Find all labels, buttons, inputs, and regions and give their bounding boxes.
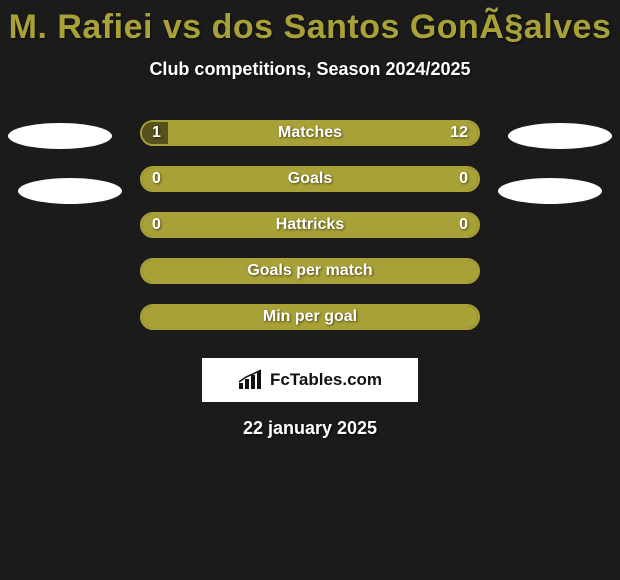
logo-text: FcTables.com <box>270 370 382 390</box>
stat-right-value: 0 <box>449 214 478 236</box>
logo-box: FcTables.com <box>202 358 418 402</box>
date-text: 22 january 2025 <box>0 418 620 439</box>
stat-left-value: 1 <box>142 122 171 144</box>
stat-bar: Min per goal <box>140 304 480 330</box>
stat-bar-right-fill <box>168 122 478 144</box>
stat-row: 112Matches <box>0 110 620 156</box>
stat-bar: Goals per match <box>140 258 480 284</box>
stat-bar-right-fill <box>142 168 478 190</box>
stats-container: 112Matches00Goals00HattricksGoals per ma… <box>0 110 620 340</box>
stat-left-value: 0 <box>142 168 171 190</box>
stat-bar-right-fill <box>142 260 478 282</box>
subtitle: Club competitions, Season 2024/2025 <box>0 59 620 80</box>
stat-row: Min per goal <box>0 294 620 340</box>
stat-right-value: 12 <box>440 122 478 144</box>
stat-bar: 00Hattricks <box>140 212 480 238</box>
bar-chart-icon <box>238 369 264 391</box>
stat-row: Goals per match <box>0 248 620 294</box>
stat-right-value: 0 <box>449 168 478 190</box>
stat-left-value: 0 <box>142 214 171 236</box>
comparison-card: M. Rafiei vs dos Santos GonÃ§alves Club … <box>0 0 620 580</box>
stat-bar: 00Goals <box>140 166 480 192</box>
page-title: M. Rafiei vs dos Santos GonÃ§alves <box>0 0 620 47</box>
stat-bar: 112Matches <box>140 120 480 146</box>
stat-row: 00Hattricks <box>0 202 620 248</box>
stat-bar-right-fill <box>142 214 478 236</box>
stat-bar-right-fill <box>142 306 478 328</box>
stat-row: 00Goals <box>0 156 620 202</box>
